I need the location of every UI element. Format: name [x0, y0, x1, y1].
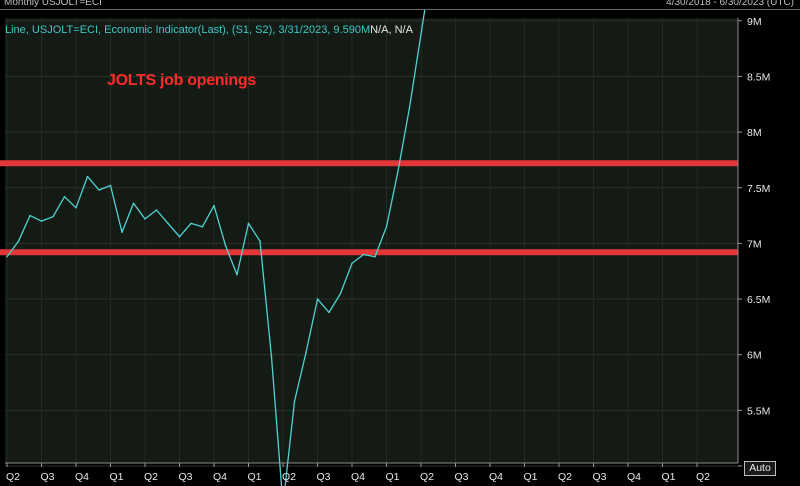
chart-canvas[interactable]: 5M5.5M6M6.5M7M7.5M8M8.5M9M9.5M10M10.5M11… — [0, 10, 800, 486]
data-point — [316, 298, 319, 300]
y-tick-label: 6M — [747, 350, 762, 362]
data-point — [420, 33, 422, 36]
data-point — [201, 225, 204, 228]
data-point — [121, 231, 123, 234]
x-tick-label: Q1 — [109, 471, 123, 483]
legend-text: Line, USJOLT=ECI, Economic Indicator(Las… — [5, 24, 371, 36]
data-point — [339, 292, 342, 295]
x-tick-label: Q1 — [247, 471, 261, 483]
plot-area — [5, 18, 738, 463]
x-tick-label: Q4 — [75, 471, 89, 483]
data-point — [259, 240, 261, 243]
x-tick-label: Q1 — [385, 471, 399, 483]
data-point — [270, 356, 273, 358]
x-tick-label: Q2 — [6, 471, 20, 483]
x-tick-label: Q4 — [213, 471, 227, 483]
y-tick-label: 7.5M — [747, 183, 770, 195]
x-tick-label: Q2 — [144, 471, 158, 483]
data-point — [362, 253, 365, 256]
x-tick-label: Q2 — [558, 471, 572, 483]
series — [6, 10, 426, 486]
data-point — [98, 189, 100, 191]
chart-window-title: Monthly USJOLT=ECI — [4, 0, 102, 8]
x-tick-label: Q3 — [316, 471, 330, 483]
legend-na: N/A, N/A — [370, 24, 413, 36]
y-tick-label: 8.5M — [747, 71, 770, 83]
y-tick-label: 8M — [747, 127, 762, 139]
x-tick-label: Q2 — [420, 471, 434, 483]
data-point — [178, 235, 181, 238]
data-point — [17, 240, 20, 243]
x-tick-label: Q4 — [489, 471, 503, 483]
x-tick-label: Q3 — [454, 471, 468, 483]
x-tick-label: Q3 — [592, 471, 606, 483]
data-point — [63, 195, 66, 198]
date-range: 4/30/2018 - 6/30/2023 (UTC) — [666, 0, 794, 8]
data-point — [109, 184, 112, 187]
chart-annotation: JOLTS job openings — [107, 72, 256, 89]
data-point — [408, 106, 411, 109]
chart-legend: Line, USJOLT=ECI, Economic Indicator(Las… — [5, 24, 413, 36]
data-point — [75, 206, 77, 209]
data-point — [213, 204, 215, 207]
chart-panel[interactable]: 5M5.5M6M6.5M7M7.5M8M8.5M9M9.5M10M10.5M11… — [0, 9, 800, 486]
x-tick-label: Q3 — [178, 471, 192, 483]
data-point — [247, 222, 250, 225]
data-point — [52, 215, 54, 218]
data-point — [224, 244, 227, 247]
data-point — [385, 225, 388, 228]
auto-scale-button[interactable]: Auto — [744, 461, 776, 476]
data-point — [190, 222, 192, 225]
data-point — [328, 311, 330, 314]
x-tick-label: Q2 — [282, 471, 296, 483]
data-point — [29, 214, 31, 217]
data-point — [155, 209, 158, 211]
data-point — [374, 255, 376, 258]
title-bar: Monthly USJOLT=ECI 4/30/2018 - 6/30/2023… — [0, 0, 800, 9]
data-point — [305, 351, 307, 354]
horizontal-lines — [0, 160, 738, 256]
x-tick-label: Q3 — [40, 471, 54, 483]
data-point — [132, 202, 135, 205]
data-point — [86, 175, 89, 178]
y-tick-label: 7M — [747, 238, 762, 250]
data-point — [397, 170, 399, 172]
x-tick-label: Q2 — [696, 471, 710, 483]
data-point — [236, 273, 238, 276]
grid — [5, 18, 738, 467]
data-point — [6, 255, 8, 258]
data-point — [167, 222, 169, 225]
y-tick-label: 6.5M — [747, 294, 770, 306]
x-tick-label: Q1 — [661, 471, 675, 483]
x-tick-label: Q4 — [351, 471, 365, 483]
x-tick-label: Q4 — [627, 471, 641, 483]
y-tick-label: 9M — [747, 16, 762, 28]
data-point — [144, 218, 146, 220]
y-tick-label: 5.5M — [747, 405, 770, 417]
data-point — [293, 400, 296, 403]
data-point — [351, 262, 353, 265]
data-point — [40, 220, 43, 223]
x-tick-label: Q1 — [523, 471, 537, 483]
axes: 5M5.5M6M6.5M7M7.5M8M8.5M9M9.5M10M10.5M11… — [5, 16, 770, 483]
